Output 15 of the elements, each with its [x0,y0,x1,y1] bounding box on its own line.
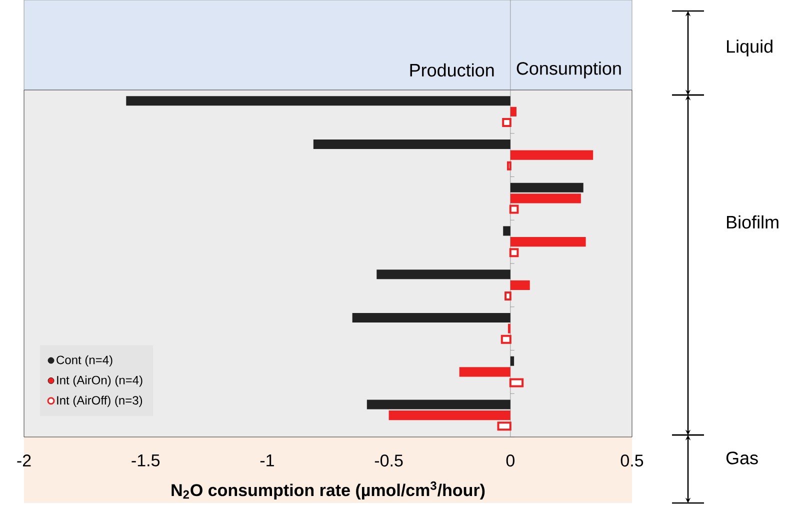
text: Production [410,63,494,77]
x-tick-label: 0.5 [620,454,644,467]
x-tick-label: -2 [17,454,31,466]
x-tick-label: -1.5 [132,454,160,466]
x-tick-label: -1 [260,454,274,466]
text: Gas [726,452,758,464]
x-tick-label: 0 [506,454,514,467]
x-axis-title: N$_{2}$O consumption rate (µmol/cm$^{3}$/hour) [172,481,485,500]
text: Consumption [516,62,621,78]
text: Liquid [727,40,772,56]
legend-label: Cont (n=4) [56,355,112,367]
legend-label: Int (AirOn) (n=4) [57,376,142,387]
legend-label: Int (AirOff) (n=3) [57,396,142,407]
text: Biofilm [727,215,778,229]
x-tick-label: -0.5 [374,454,403,467]
